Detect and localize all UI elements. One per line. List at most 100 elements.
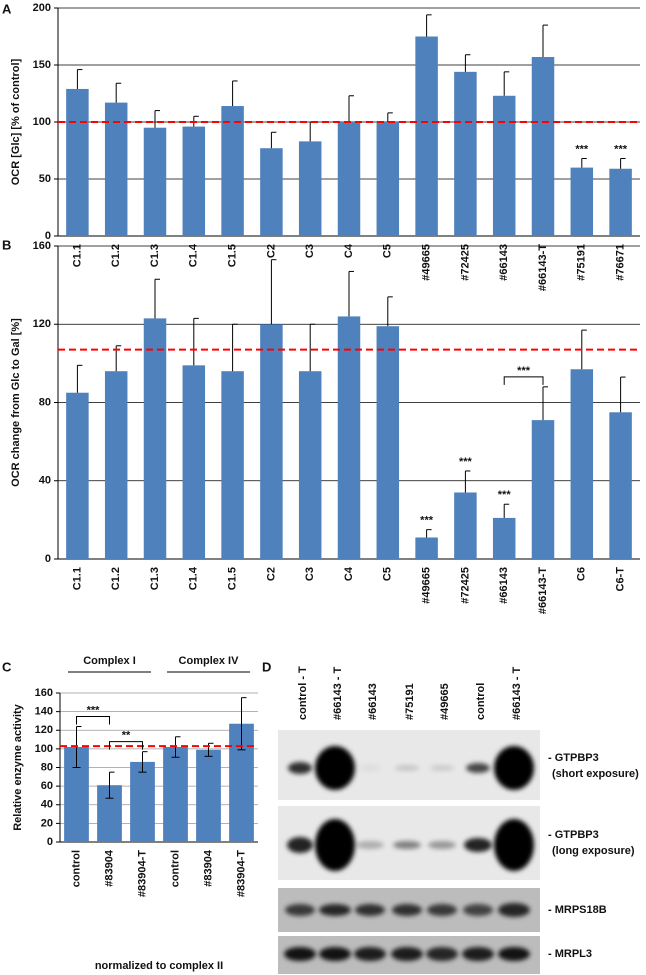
blot-band (393, 841, 421, 849)
panel-label: A (2, 1, 12, 16)
x-tick-label: #66143 (498, 567, 510, 604)
significance-bracket (503, 376, 544, 385)
x-tick-label: C1.2 (110, 244, 122, 267)
x-tick-label: C1.4 (188, 243, 200, 267)
bar (609, 168, 632, 236)
blot-band (360, 765, 380, 771)
bar (66, 88, 89, 236)
x-tick-label: #83904 (103, 849, 115, 887)
y-tick-label: 150 (33, 59, 51, 71)
x-axis-label: normalized to complex II (95, 960, 223, 972)
band-label: - MRPS18B (548, 904, 607, 916)
band-label: - GTPBP3 (548, 752, 599, 764)
bar (298, 371, 322, 559)
bar (66, 392, 89, 559)
bar (415, 36, 438, 236)
x-tick-label: C1.3 (149, 244, 161, 267)
x-tick-label: C6 (576, 567, 588, 581)
bar (104, 102, 128, 237)
lane-label: control (475, 683, 487, 720)
blot-band (430, 765, 454, 771)
panel-label: B (2, 237, 11, 252)
bar (454, 492, 477, 559)
x-tick-label: #49665 (421, 567, 433, 604)
blot-band (288, 762, 312, 774)
annotation: *** (517, 365, 531, 377)
bar (337, 122, 361, 236)
y-axis-label: Relative enzyme activity (12, 703, 24, 830)
band-note: (long exposure) (552, 845, 635, 857)
lane-label: #66143 - T (511, 667, 523, 720)
y-tick-label: 80 (41, 761, 53, 773)
western-blot (278, 730, 540, 974)
x-tick-label: C1.2 (110, 567, 122, 590)
blot-band (285, 904, 315, 916)
blot-band (464, 838, 492, 852)
lane-label: #75191 (404, 683, 416, 720)
blot-band (392, 904, 422, 916)
blot-band (498, 947, 530, 961)
bar (570, 167, 594, 236)
y-tick-label: 50 (39, 173, 51, 185)
bar (130, 761, 155, 842)
bar (609, 412, 632, 559)
x-tick-label: #66143-T (537, 567, 549, 614)
lane-label: #66143 - T (332, 667, 344, 720)
blot-band (315, 746, 355, 790)
bar (104, 371, 128, 559)
bar (196, 749, 221, 842)
blot-band (355, 904, 385, 916)
y-tick-label: 40 (41, 799, 53, 811)
bar (163, 747, 188, 842)
x-tick-label: C3 (304, 244, 316, 258)
blot-band (462, 947, 494, 961)
blot-band (319, 904, 351, 916)
blot-band (427, 904, 457, 916)
blot-band (319, 947, 351, 961)
x-tick-label: #66143-T (537, 244, 549, 291)
x-tick-label: C1.4 (188, 566, 200, 590)
x-tick-label: C2 (265, 567, 277, 581)
blot-band (391, 947, 423, 961)
x-tick-label: C6-T (615, 567, 627, 592)
blot-band (315, 819, 355, 871)
y-tick-label: 160 (33, 240, 51, 252)
bar (492, 517, 516, 559)
x-tick-label: C4 (343, 243, 355, 258)
bar (337, 316, 361, 559)
x-tick-label: control (169, 850, 181, 887)
x-tick-label: C1.5 (227, 244, 239, 267)
blot-band (284, 947, 316, 961)
x-tick-label: C1.5 (227, 567, 239, 590)
panel-label: C (2, 659, 12, 674)
bar (298, 141, 322, 236)
y-tick-label: 0 (45, 553, 51, 565)
annotation: *** (87, 704, 101, 716)
bar (454, 71, 477, 236)
y-tick-label: 200 (33, 2, 51, 14)
x-tick-label: C2 (265, 244, 277, 258)
group-label: Complex I (83, 655, 136, 667)
bar (221, 371, 244, 559)
x-tick-label: C3 (304, 567, 316, 581)
y-axis-label: OCR change from Glc to Gal [%] (10, 318, 22, 487)
blot-band (466, 763, 490, 773)
group-label: Complex IV (179, 655, 240, 667)
annotation: *** (498, 489, 512, 501)
x-tick-label: #66143 (498, 244, 510, 281)
x-tick-label: #49665 (421, 244, 433, 281)
bar (376, 122, 400, 236)
blot-band (494, 746, 534, 790)
bar (182, 365, 206, 559)
bar (143, 127, 167, 236)
x-tick-label: C4 (343, 566, 355, 581)
blot-band (463, 904, 493, 916)
bar (260, 148, 283, 236)
annotation: *** (614, 143, 628, 155)
y-tick-label: 0 (45, 230, 51, 242)
x-tick-label: #72425 (459, 567, 471, 604)
blot-band (287, 837, 313, 853)
panel-label: D (262, 659, 271, 674)
y-tick-label: 80 (39, 396, 51, 408)
bar (221, 106, 244, 236)
